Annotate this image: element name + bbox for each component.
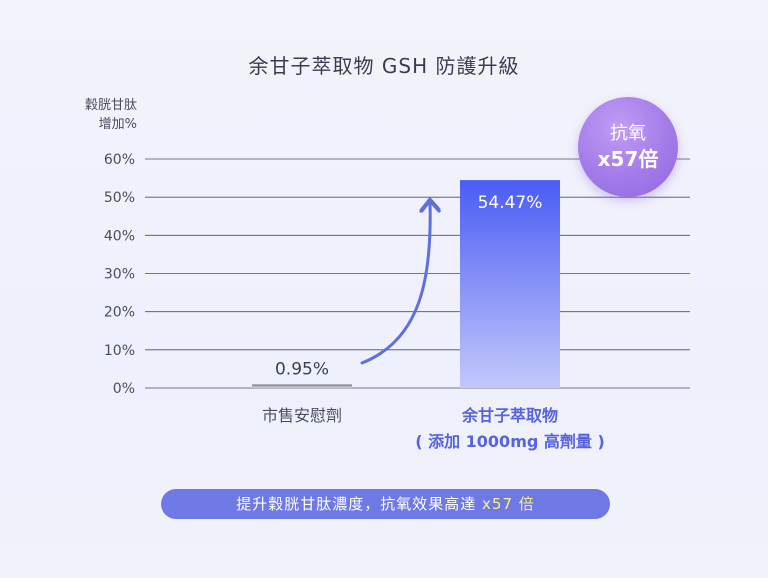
- summary-text: 提升穀胱甘肽濃度，抗氧效果高達: [236, 495, 477, 513]
- y-tick-label: 0%: [113, 381, 135, 397]
- x-category-label: 市售安慰劑: [262, 406, 342, 425]
- y-axis-label-line-1: 穀胱甘肽: [84, 98, 137, 113]
- y-axis-label: 穀胱甘肽 增加%: [85, 96, 137, 134]
- bar: [460, 180, 560, 388]
- bar-value-label: 54.47%: [478, 193, 543, 213]
- y-tick-label: 60%: [104, 152, 135, 168]
- x-category-label: ( 添加 1000mg 高劑量 ): [415, 432, 605, 451]
- x-category-label: 余甘子萃取物: [461, 406, 558, 425]
- bar-value-label: 0.95%: [275, 359, 329, 379]
- y-tick-label: 40%: [104, 228, 135, 244]
- y-tick-label: 50%: [104, 190, 135, 206]
- badge-line-2: x57倍: [597, 147, 659, 171]
- y-tick-label: 10%: [104, 343, 135, 359]
- badge-line-1: 抗氧: [610, 123, 646, 144]
- y-axis-label-line-2: 增加%: [98, 117, 137, 132]
- chart-title: 余甘子萃取物 GSH 防護升級: [248, 54, 520, 78]
- bar: [252, 384, 352, 388]
- summary-banner: 提升穀胱甘肽濃度，抗氧效果高達 x57 倍: [161, 489, 610, 519]
- summary-highlight: x57 倍: [482, 495, 535, 513]
- y-tick-label: 30%: [104, 267, 135, 283]
- antioxidant-badge: 抗氧 x57倍: [578, 97, 678, 197]
- y-tick-label: 20%: [104, 305, 135, 321]
- growth-arrow: [360, 202, 430, 365]
